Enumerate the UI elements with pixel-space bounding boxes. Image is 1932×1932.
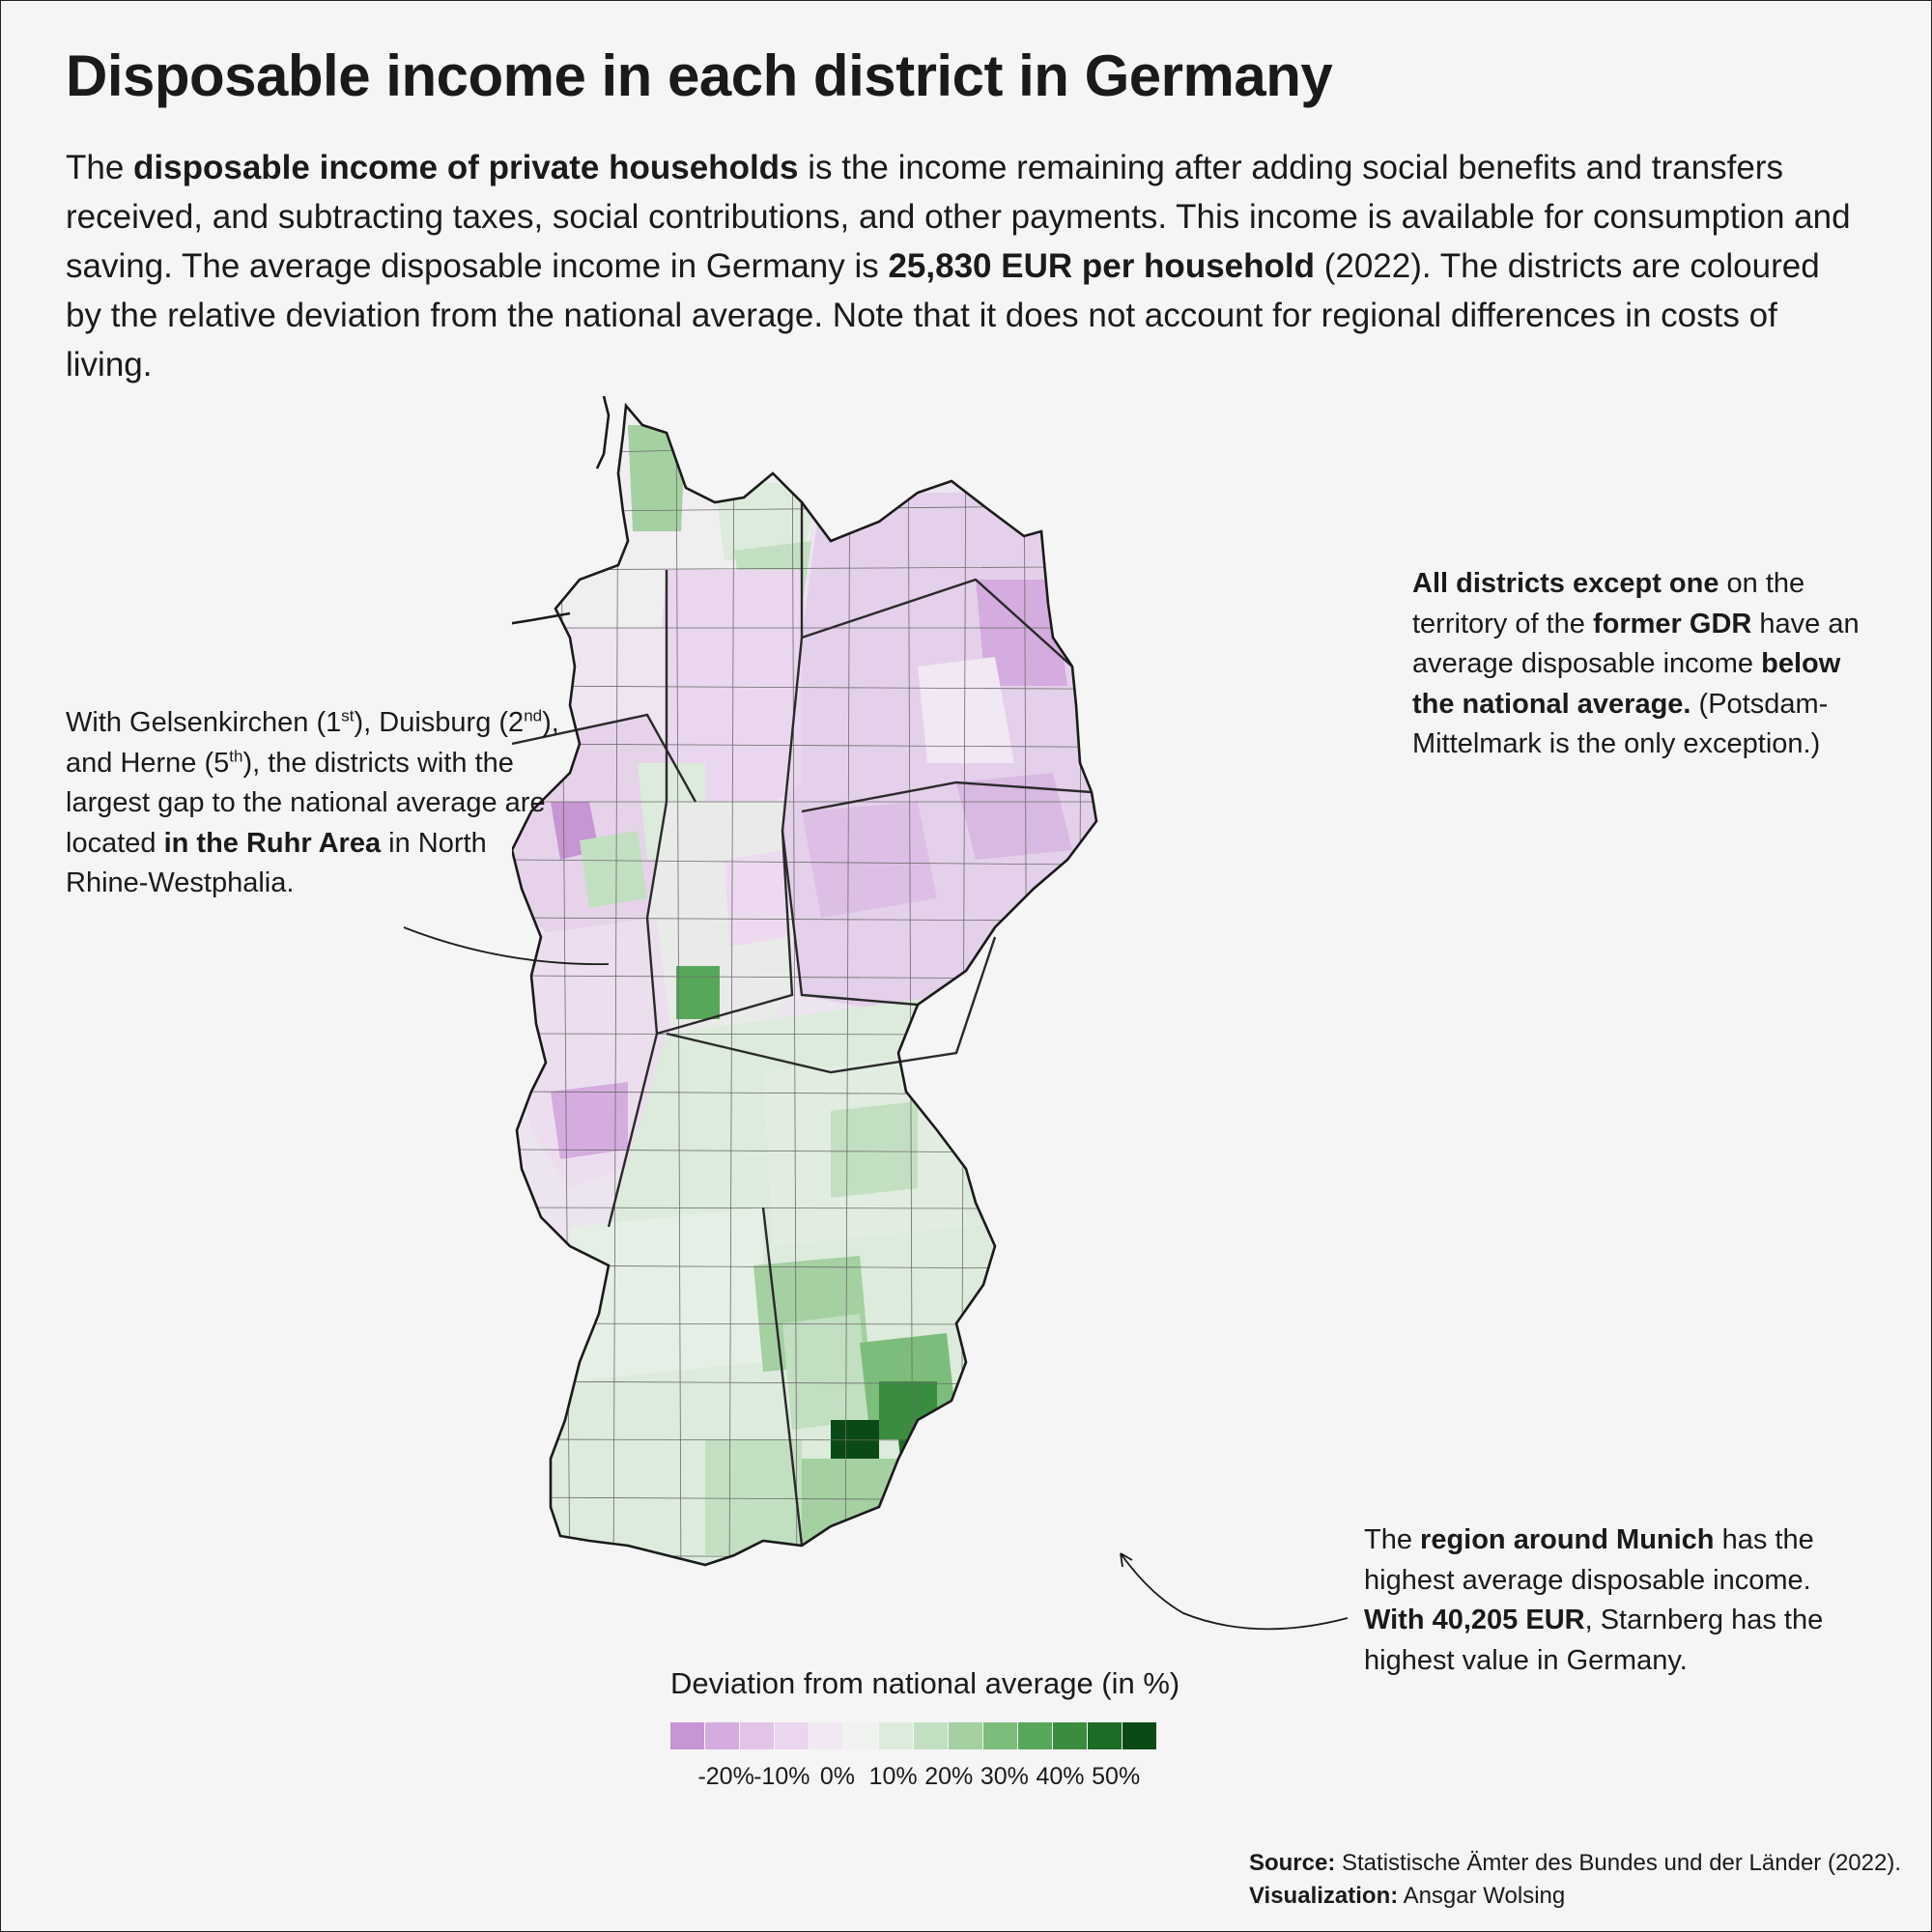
intro-highlight-definition: disposable income of private households — [133, 149, 799, 186]
legend-swatch — [949, 1722, 983, 1749]
legend-swatch — [670, 1722, 705, 1749]
legend-swatch — [705, 1722, 740, 1749]
annotation-munich: The region around Munich has the highest… — [1364, 1524, 1824, 1676]
annotation-ruhr: With Gelsenkirchen (1st), Duisburg (2nd)… — [66, 706, 559, 898]
legend-swatch — [775, 1722, 810, 1749]
state-boundaries — [512, 502, 1093, 1547]
legend-swatch — [844, 1722, 879, 1749]
legend-swatch — [1122, 1722, 1157, 1749]
legend-tick-label: 0% — [819, 1763, 856, 1790]
legend-tick-label: 50% — [1092, 1763, 1141, 1790]
legend-tick-label: -20% — [697, 1763, 754, 1790]
legend-color-bar — [670, 1722, 1157, 1749]
germany-district-map — [512, 396, 1098, 1567]
legend-swatch — [1018, 1722, 1053, 1749]
island-sylt — [595, 396, 611, 469]
legend-title: Deviation from national average (in %) — [670, 1666, 1180, 1700]
visualization-credit: Visualization: Ansgar Wolsing — [1248, 1883, 1566, 1909]
legend-tick-label: 10% — [868, 1763, 918, 1790]
source-line: Source: Statistische Ämter des Bundes un… — [1248, 1850, 1901, 1876]
district-cells — [512, 406, 1096, 1565]
legend-swatch — [914, 1722, 949, 1749]
page-title: Disposable income in each district in Ge… — [66, 43, 1333, 108]
legend-tick-label: 40% — [1036, 1763, 1085, 1790]
legend: Deviation from national average (in %) -… — [667, 1666, 1285, 1802]
legend-tick-label: -10% — [753, 1763, 810, 1790]
legend-swatch — [810, 1722, 844, 1749]
annotation-former-gdr: All districts except one on the territor… — [1412, 568, 1860, 759]
legend-tick-label: 30% — [980, 1763, 1029, 1790]
legend-tick-label: 20% — [924, 1763, 974, 1790]
legend-ticks: -20% -10% 0% 10% 20% 30% 40% 50% — [667, 1763, 1285, 1794]
legend-swatch — [983, 1722, 1018, 1749]
footer: Source: Statistische Ämter des Bundes un… — [1249, 1847, 1901, 1913]
legend-swatch — [879, 1722, 914, 1749]
country-outline — [512, 402, 1098, 1567]
intro-highlight-average: 25,830 EUR per household — [888, 247, 1315, 285]
intro-text: The disposable income of private househo… — [66, 149, 1851, 384]
island-frisian — [512, 611, 571, 625]
legend-swatch — [1053, 1722, 1088, 1749]
legend-swatch — [740, 1722, 775, 1749]
legend-swatch — [1088, 1722, 1122, 1749]
